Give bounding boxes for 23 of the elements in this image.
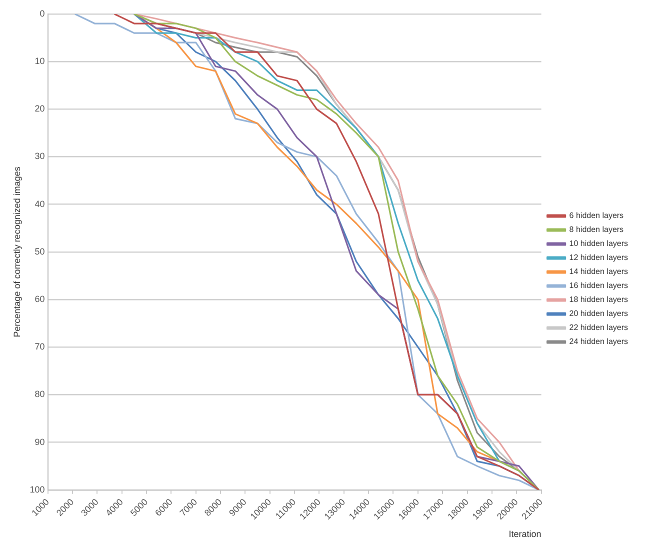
y-tick-label: 20 [34,104,45,114]
legend-label: 18 hidden layers [569,295,628,304]
legend-label: 20 hidden layers [569,309,628,318]
legend-label: 6 hidden layers [569,211,624,220]
y-tick-label: 100 [30,484,45,494]
legend-label: 14 hidden layers [569,267,628,276]
legend-label: 8 hidden layers [569,225,624,234]
y-tick-label: 80 [34,389,45,400]
y-tick-label: 90 [34,436,45,447]
legend-label: 12 hidden layers [569,253,628,262]
y-tick-label: 60 [34,294,45,304]
legend-label: 22 hidden layers [569,323,628,332]
y-tick-label: 70 [34,342,45,352]
y-tick-label: 40 [34,198,45,209]
y-tick-label: 30 [34,151,45,162]
y-axis-title: Percentage of correctly recognized images [12,166,22,338]
x-axis-title: Iteration [508,529,542,540]
y-tick-label: 50 [34,246,45,256]
legend-label: 16 hidden layers [569,281,628,290]
legend-label: 24 hidden layers [569,337,628,346]
legend-label: 10 hidden layers [569,239,628,248]
y-tick-label: 0 [40,8,45,18]
y-tick-label: 10 [34,56,45,66]
